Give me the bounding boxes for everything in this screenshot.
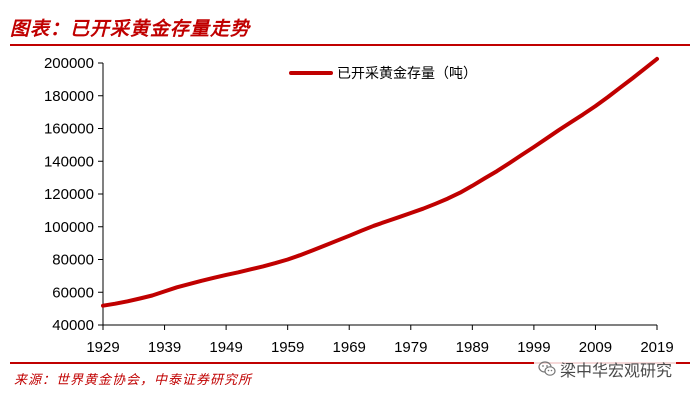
series-line [101,56,659,308]
x-tick-label: 1989 [456,339,489,356]
y-tick-label: 140000 [44,153,94,170]
y-tick-label: 180000 [44,88,94,105]
legend: 已开采黄金存量（吨） [289,65,477,82]
y-tick-label: 100000 [44,219,94,236]
x-tick-label: 1999 [517,339,550,356]
x-tick-label: 2019 [640,339,673,356]
top-divider [10,44,690,46]
y-tick-label: 60000 [52,284,94,301]
y-tick-label: 40000 [52,317,94,334]
legend-label: 已开采黄金存量（吨） [337,65,477,82]
series-group [101,56,659,308]
x-tick-label: 1929 [86,339,119,356]
x-tick-label: 1939 [148,339,181,356]
y-tick-label: 120000 [44,186,94,203]
x-tick-label: 1959 [271,339,304,356]
x-tick-labels: 1929 1939 1949 1959 1969 1979 1989 1999 2009 2019 [86,339,673,356]
y-tick-label: 80000 [52,252,94,269]
watermark-text: 梁中华宏观研究 [560,361,673,380]
axes [98,62,658,330]
x-tick-label: 2009 [579,339,612,356]
source-note: 来源：世界黄金协会，中泰证券研究所 [14,373,253,388]
x-tick-label: 1949 [209,339,242,356]
y-tick-labels: 40000 60000 80000 100000 120000 140000 160000 1… [44,55,94,334]
x-tick-label: 1979 [394,339,427,356]
header: 图表：已开采黄金存量走势 [0,0,698,52]
x-tick-label: 1969 [333,339,366,356]
wechat-icon [538,361,556,376]
y-tick-label: 160000 [44,121,94,138]
chart-title: 图表：已开采黄金存量走势 [10,18,251,40]
bottom-divider [10,362,690,364]
watermark: 梁中华宏观研究 [534,357,677,381]
y-tick-label: 200000 [44,55,94,72]
